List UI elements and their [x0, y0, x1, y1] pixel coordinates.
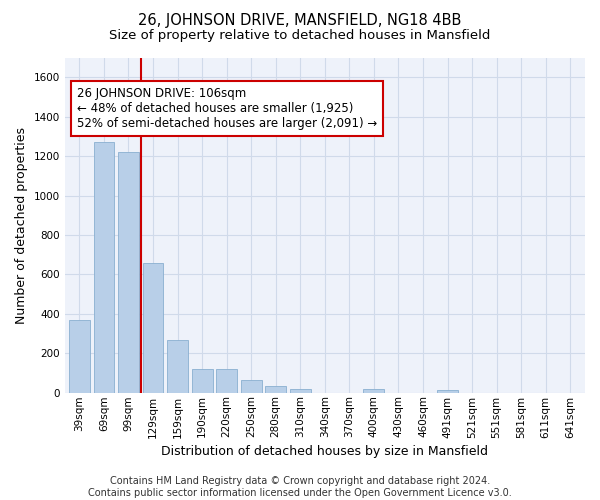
Bar: [241, 380, 262, 392]
Bar: [69, 320, 90, 392]
Bar: [143, 262, 163, 392]
Bar: [437, 390, 458, 392]
Y-axis label: Number of detached properties: Number of detached properties: [15, 126, 28, 324]
Bar: [191, 369, 212, 392]
X-axis label: Distribution of detached houses by size in Mansfield: Distribution of detached houses by size …: [161, 444, 488, 458]
Bar: [167, 340, 188, 392]
Text: Contains HM Land Registry data © Crown copyright and database right 2024.
Contai: Contains HM Land Registry data © Crown c…: [88, 476, 512, 498]
Text: Size of property relative to detached houses in Mansfield: Size of property relative to detached ho…: [109, 29, 491, 42]
Bar: [364, 388, 385, 392]
Bar: [290, 388, 311, 392]
Text: 26 JOHNSON DRIVE: 106sqm
← 48% of detached houses are smaller (1,925)
52% of sem: 26 JOHNSON DRIVE: 106sqm ← 48% of detach…: [77, 87, 377, 130]
Bar: [216, 369, 237, 392]
Text: 26, JOHNSON DRIVE, MANSFIELD, NG18 4BB: 26, JOHNSON DRIVE, MANSFIELD, NG18 4BB: [139, 12, 461, 28]
Bar: [265, 386, 286, 392]
Bar: [118, 152, 139, 392]
Bar: [94, 142, 115, 392]
